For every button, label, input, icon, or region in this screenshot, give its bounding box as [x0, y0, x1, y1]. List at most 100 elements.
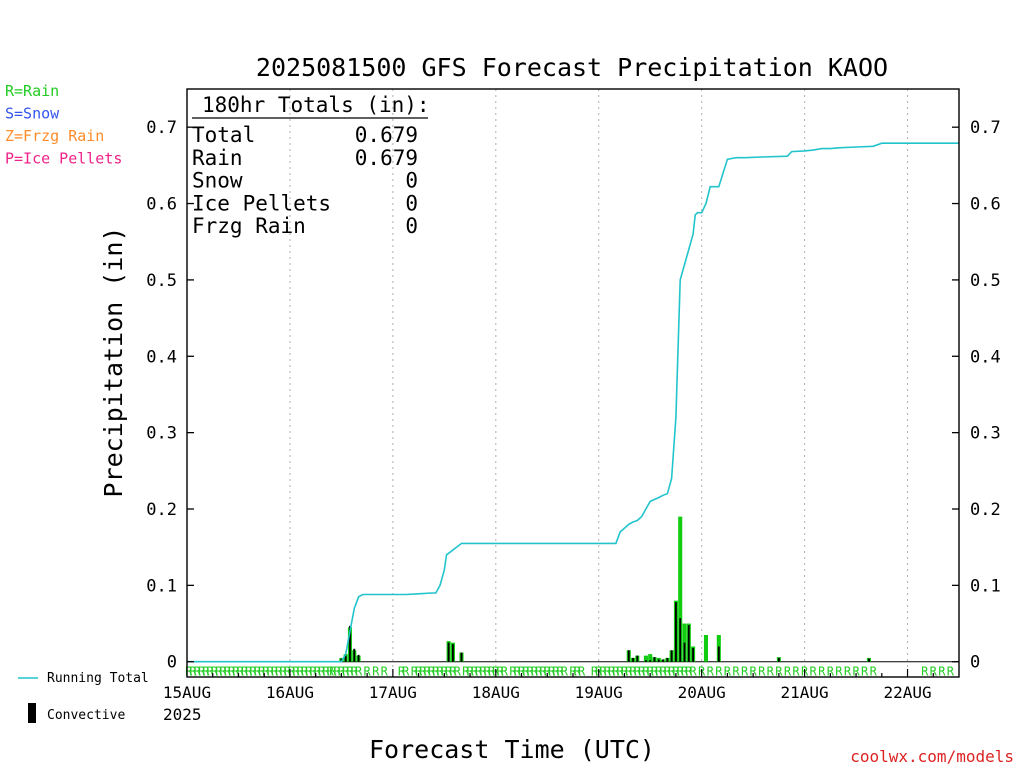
ptype-mark: R: [552, 665, 560, 679]
x-tick-label: 20AUG: [678, 683, 726, 702]
x-axis: 15AUG 16AUG 17AUG 18AUG 19AUG 20AUG 21AUG 22AUG: [163, 669, 934, 702]
convective-bar: [670, 650, 673, 662]
totals-row-value: 0: [405, 169, 418, 193]
ptype-mark: R: [351, 665, 359, 679]
y-tick-label-right: 0.1: [970, 576, 1001, 596]
plot-frame: [186, 88, 960, 678]
ptype-mark: R: [288, 665, 296, 679]
ptype-mark: R: [402, 665, 410, 679]
ptype-mark: R: [471, 665, 479, 679]
ptype-mark: R: [322, 665, 330, 679]
ptype-mark: R: [475, 665, 483, 679]
ptype-mark: R: [681, 665, 689, 679]
bottom-legend: Running Total Convective: [18, 671, 149, 723]
ptype-mark: R: [835, 665, 843, 679]
x-tick-label: 17AUG: [369, 683, 417, 702]
convective-bar: [627, 650, 630, 662]
ptype-mark: R: [724, 665, 732, 679]
convective-bar: [653, 657, 656, 662]
ptype-mark: R: [617, 665, 625, 679]
ptype-mark: R: [445, 665, 453, 679]
rain-bar: [648, 654, 653, 662]
precip-type-legend: R=Rain S=Snow Z=Frzg Rain P=Ice Pellets: [5, 82, 122, 168]
ptype-mark: R: [284, 665, 292, 679]
totals-row-value: 0.679: [355, 123, 418, 147]
convective-legend-swatch: [28, 703, 36, 723]
convective-bar: [675, 602, 677, 662]
convective-bar: [451, 644, 454, 662]
rain-bar: [703, 635, 708, 662]
ptype-mark: R: [844, 665, 852, 679]
ptype-mark: R: [346, 665, 354, 679]
bars-group: [339, 516, 871, 662]
ptype-mark: R: [647, 665, 655, 679]
y-tick-label: 0.6: [146, 195, 177, 215]
ptype-mark: R: [852, 665, 860, 679]
ptype-mark: R: [655, 665, 663, 679]
ptype-mark: R: [254, 665, 262, 679]
ptype-mark: R: [202, 665, 210, 679]
x-tick-label: 15AUG: [163, 683, 211, 702]
ptype-mark: R: [664, 665, 672, 679]
convective-bar: [649, 660, 652, 662]
ptype-mark: R: [784, 665, 792, 679]
ptype-mark: R: [651, 665, 659, 679]
ptype-mark: R: [271, 665, 279, 679]
convective-bar: [692, 647, 695, 662]
convective-bar: [717, 646, 720, 662]
x-axis-label: Forecast Time (UTC): [369, 735, 655, 764]
ptype-mark: R: [419, 665, 427, 679]
x-tick-label: 16AUG: [266, 683, 314, 702]
x-tick-label: 18AUG: [472, 683, 520, 702]
ptype-mark: R: [364, 665, 372, 679]
totals-row-label: Frzg Rain: [192, 214, 306, 238]
convective-bar: [679, 618, 682, 662]
ptype-mark: R: [561, 665, 569, 679]
ptype-mark: R: [707, 665, 715, 679]
ptype-mark: R: [870, 665, 878, 679]
ptype-mark: R: [428, 665, 436, 679]
convective-bar: [644, 660, 647, 662]
grid-lines: [289, 89, 909, 677]
totals-row-value: 0.679: [355, 146, 418, 170]
totals-row-label: Rain: [192, 146, 243, 170]
y-tick-label-right: 0.4: [970, 347, 1001, 367]
ptype-mark: R: [338, 665, 346, 679]
x-tick-label: 22AUG: [883, 683, 931, 702]
convective-bar: [460, 652, 463, 662]
ptype-mark: R: [659, 665, 667, 679]
ptype-mark: R: [672, 665, 680, 679]
ptype-mark: R: [215, 665, 223, 679]
convective-bar: [666, 657, 669, 662]
ptype-mark: R: [372, 665, 380, 679]
convective-bar: [344, 655, 347, 662]
ptype-mark: R: [436, 665, 444, 679]
ptype-mark: R: [608, 665, 616, 679]
ptype-mark: R: [677, 665, 685, 679]
convective-bar: [349, 625, 351, 662]
ptype-mark: R: [211, 665, 219, 679]
ptype-mark: R: [297, 665, 305, 679]
y-tick-label: 0.7: [146, 118, 177, 138]
ptype-mark: R: [557, 665, 565, 679]
running-total-legend-label: Running Total: [47, 671, 149, 686]
convective-bar: [662, 659, 664, 662]
y-tick-label-right: 0.7: [970, 118, 1001, 138]
ptype-mark: R: [599, 665, 607, 679]
ptype-mark: R: [591, 665, 599, 679]
ptype-mark: R: [775, 665, 783, 679]
y-axis-left: 0 0.1 0.2 0.3 0.4 0.5 0.6 0.7: [146, 118, 194, 673]
ptype-mark: R: [818, 665, 826, 679]
ptype-mark: R: [827, 665, 835, 679]
credit-text: coolwx.com/models: [850, 747, 1014, 766]
ptype-mark: R: [245, 665, 253, 679]
ptype-mark: R: [604, 665, 612, 679]
ptype-mark: R: [668, 665, 676, 679]
x-tick-label: 21AUG: [781, 683, 829, 702]
ptype-mark: R: [810, 665, 818, 679]
y-tick-label-right: 0.6: [970, 195, 1001, 215]
ptype-mark: R: [514, 665, 522, 679]
y-tick-label-right: 0.3: [970, 424, 1001, 444]
ptype-mark: R: [526, 665, 534, 679]
